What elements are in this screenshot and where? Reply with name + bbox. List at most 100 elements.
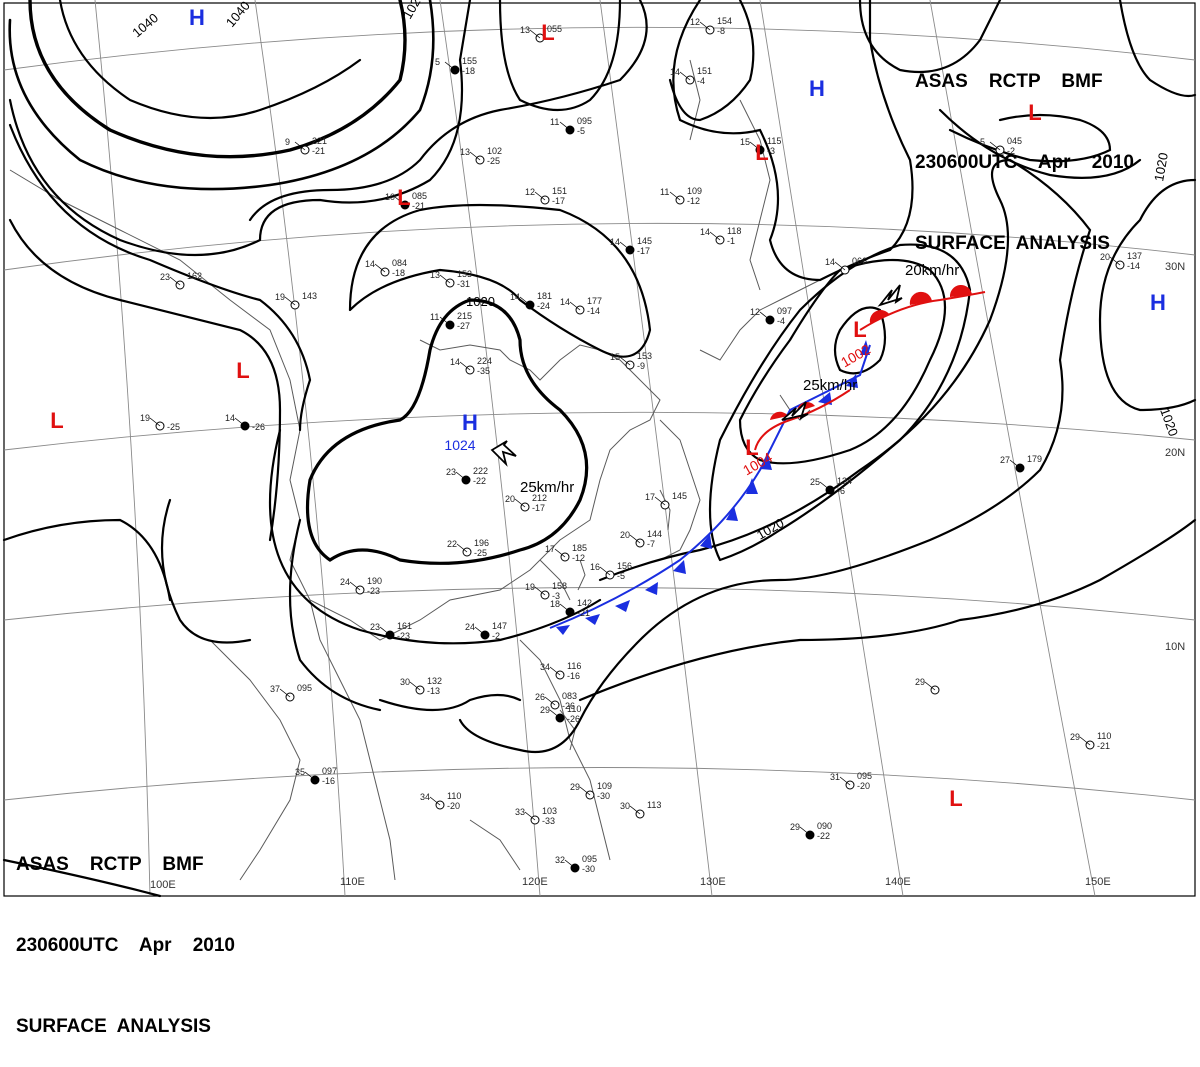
station-pressure-tendency: -25 xyxy=(474,548,487,558)
lon-label: 110E xyxy=(340,876,365,888)
station-pressure: 109 xyxy=(687,186,702,196)
station-temperature: 14 xyxy=(225,413,235,423)
station-temperature: 34 xyxy=(540,662,550,672)
station-pressure-tendency: -5 xyxy=(577,126,585,136)
station-pressure: 103 xyxy=(542,806,557,816)
station-pressure: 145 xyxy=(672,491,687,501)
station-plot: 29 109-30 xyxy=(570,781,612,801)
station-plot: 30 113 xyxy=(620,800,661,819)
station-pressure-tendency: -14 xyxy=(1127,261,1140,271)
station-pressure: 224 xyxy=(477,356,492,366)
station-plot: 11 095-5 xyxy=(550,116,592,136)
station-pressure-tendency: -18 xyxy=(462,66,475,76)
station-temperature: 22 xyxy=(447,539,457,549)
wind-barb-icon xyxy=(549,709,561,719)
station-temperature: 5 xyxy=(980,137,985,147)
lat-label: 30N xyxy=(1165,261,1185,273)
station-pressure: 147 xyxy=(492,621,507,631)
station-plot: 29 090-22 xyxy=(790,821,832,841)
station-temperature: 33 xyxy=(515,807,525,817)
station-temperature: 14 xyxy=(610,237,620,247)
station-temperature: 24 xyxy=(340,577,350,587)
wind-barb-icon xyxy=(456,543,468,553)
station-plot: 19 -25 xyxy=(140,413,180,432)
station-pressure-tendency: -6 xyxy=(837,486,845,496)
station-pressure-tendency: -20 xyxy=(447,801,460,811)
station-pressure: 110 xyxy=(567,704,581,714)
station-pressure-tendency: -22 xyxy=(473,476,486,486)
station-plot: 23 161-23 xyxy=(370,621,412,641)
motion-arrows xyxy=(490,284,903,467)
station-temperature: 14 xyxy=(700,227,710,237)
station-plot: 30 132-13 xyxy=(400,676,442,696)
station-temperature: 29 xyxy=(540,705,550,715)
isobar-label: 1020 xyxy=(466,294,495,309)
station-temperature: 15 xyxy=(610,352,620,362)
wind-barb-icon xyxy=(709,231,721,241)
station-plot: 12 154-8 xyxy=(690,16,732,36)
wind-barb-icon xyxy=(564,859,576,869)
low-pressure-center: L xyxy=(755,140,768,165)
station-pressure-tendency: -30 xyxy=(597,791,610,801)
station-plot: 16 156-5 xyxy=(590,561,632,581)
station-plot: 33 103-33 xyxy=(515,806,557,826)
station-temperature: 27 xyxy=(1000,455,1010,465)
station-pressure: 109 xyxy=(597,781,612,791)
grid-labels: 110E 120E 130E 140E 150E 100E 30N 20N 10… xyxy=(150,261,1185,891)
station-temperature: 30 xyxy=(400,677,410,687)
wind-barb-icon xyxy=(924,681,936,691)
station-pressure-tendency: -12 xyxy=(687,196,700,206)
header-top-right: ASAS RCTP BMF 230600UTC Apr 2010 SURFACE… xyxy=(915,14,1134,284)
station-plot: 15 153-9 xyxy=(610,351,652,371)
station-pressure-tendency: -4 xyxy=(777,316,785,326)
wind-barb-icon xyxy=(699,21,711,31)
station-pressure-tendency: -23 xyxy=(367,586,380,596)
motion-speed-label: 20km/hr xyxy=(905,262,959,279)
station-pressure: 144 xyxy=(647,529,662,539)
station-plot: 15 115-3 xyxy=(740,136,781,156)
station-plot: 20 212-17 xyxy=(505,493,547,513)
center-pressure-value: 1024 xyxy=(444,437,475,453)
wind-barb-icon xyxy=(839,776,851,786)
station-pressure: 143 xyxy=(302,291,317,301)
wind-barb-icon xyxy=(444,61,456,71)
station-plot: 32 095-30 xyxy=(555,854,597,874)
wind-barb-icon xyxy=(834,261,846,271)
station-plot: 14 181-24 xyxy=(510,291,552,311)
station-pressure: 215 xyxy=(457,311,472,321)
station-pressure: 161 xyxy=(397,621,412,631)
wind-barb-icon xyxy=(534,191,546,201)
station-temperature: 12 xyxy=(525,187,535,197)
wind-barb-icon xyxy=(169,276,181,286)
station-pressure-tendency: -1 xyxy=(727,236,735,246)
wind-barb-icon xyxy=(669,191,681,201)
lon-label: 150E xyxy=(1085,876,1111,888)
station-pressure-tendency: -18 xyxy=(392,268,405,278)
station-plot: 19 143 xyxy=(275,291,317,310)
station-plot: 17 145 xyxy=(645,491,687,510)
station-plot: 12 151-17 xyxy=(525,186,567,206)
station-pressure-tendency: -2 xyxy=(1007,146,1015,156)
station-temperature: 9 xyxy=(285,137,290,147)
station-pressure-tendency: -25 xyxy=(487,156,500,166)
station-plot: 9 221-21 xyxy=(285,136,327,156)
station-plot: 22 196-25 xyxy=(447,538,489,558)
station-pressure: 153 xyxy=(457,269,472,279)
station-pressure: 097 xyxy=(322,766,337,776)
station-pressure: 158 xyxy=(552,581,567,591)
station-pressure-tendency: -20 xyxy=(857,781,870,791)
station-pressure-tendency: -24 xyxy=(537,301,550,311)
station-temperature: 13 xyxy=(520,25,530,35)
station-plot: 14 177-14 xyxy=(560,296,602,316)
station-temperature: 34 xyxy=(420,792,430,802)
station-plot: 13 102-25 xyxy=(460,146,502,166)
station-pressure: 102 xyxy=(487,146,502,156)
station-pressure: 212 xyxy=(532,493,547,503)
wind-barb-icon xyxy=(544,696,556,706)
wind-barb-icon xyxy=(759,311,771,321)
station-pressure: 190 xyxy=(367,576,382,586)
station-pressure-tendency: -7 xyxy=(647,539,655,549)
station-temperature: 14 xyxy=(560,297,570,307)
wind-barb-icon xyxy=(279,688,291,698)
